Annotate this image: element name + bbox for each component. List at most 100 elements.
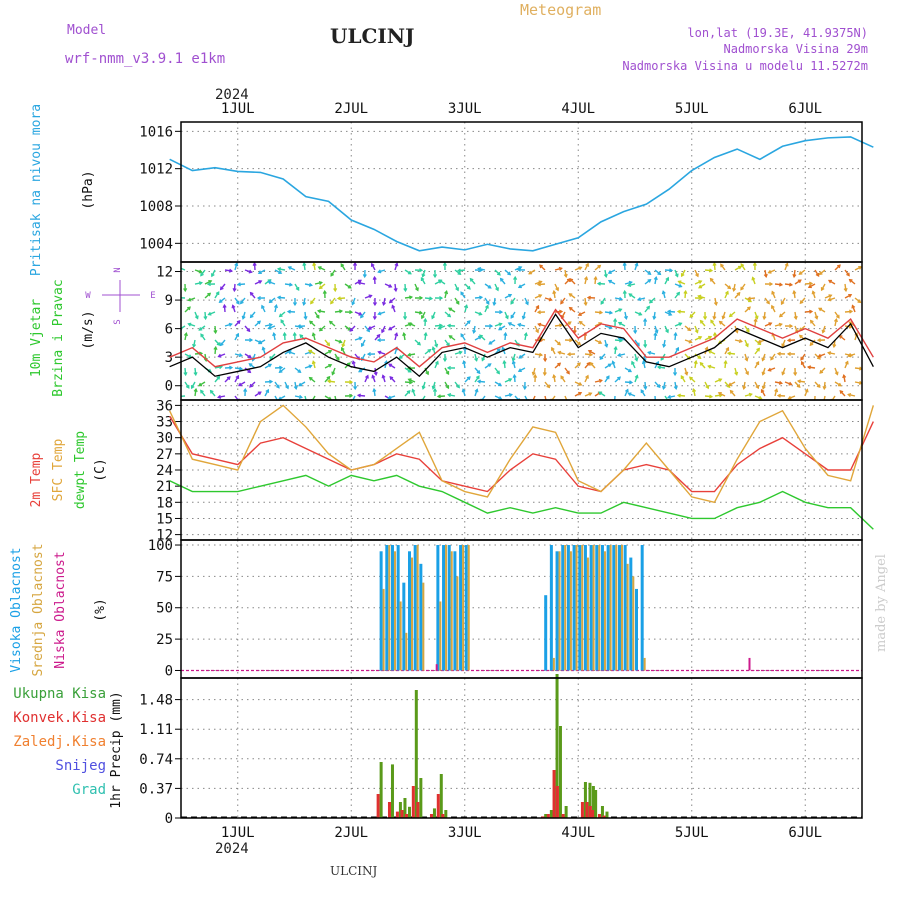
wind-barb (657, 366, 666, 369)
wind-barb-head (340, 346, 345, 351)
cloud-bar (467, 545, 470, 671)
wind-barb-head (213, 330, 218, 335)
cloud-bar (626, 563, 629, 671)
wind-barb (754, 381, 759, 389)
wind-barb-head (431, 385, 436, 390)
wind-barb-head (442, 358, 448, 363)
wind-barb-head (510, 314, 515, 319)
wind-barb (674, 332, 677, 341)
wind-barb-head (578, 320, 583, 325)
wind-barb-head (338, 339, 343, 344)
wind-barb-head (495, 287, 499, 292)
wind-barb-head (535, 304, 540, 309)
wind-barb (653, 311, 656, 320)
wind-barb-head (837, 264, 841, 269)
wind-barb (524, 395, 528, 400)
wind-barb-head (608, 325, 613, 330)
cloud-bar (447, 545, 451, 671)
wind-barb-head (419, 295, 424, 301)
wind-barb (294, 395, 302, 399)
wind-barb (484, 305, 489, 313)
precip-bar (405, 814, 408, 818)
precip-bar (414, 690, 418, 818)
y-tick-label: 21 (156, 479, 173, 495)
cloud-bar (549, 545, 553, 671)
wind-barb (558, 351, 566, 355)
wind-barb (680, 375, 686, 383)
wind-barb-head (376, 338, 381, 343)
wind-barb (654, 381, 661, 388)
wind-barb (774, 389, 778, 397)
wind-barb (354, 311, 362, 316)
cloud-bar (416, 545, 419, 671)
wind-barb (421, 395, 426, 400)
top-x-axis: 1JUL 2JUL 3JUL 4JUL 5JUL 6JUL (221, 101, 822, 117)
wind-barb-head (258, 280, 263, 284)
wind-barb-head (216, 394, 222, 399)
wind-barb-head (503, 331, 508, 336)
wind-barb-head (784, 262, 789, 267)
wind-barb (438, 279, 446, 285)
wind-barb-head (767, 269, 772, 274)
precip-bar (403, 798, 407, 818)
wind-barb-head (740, 263, 745, 268)
wind-barb (729, 390, 736, 397)
precip-bar (429, 814, 433, 818)
cloud-bar (442, 545, 446, 671)
wind-barb-head (836, 314, 840, 319)
wind-barb (614, 346, 617, 355)
wind-barb-head (267, 280, 272, 285)
wind-barb-head (349, 310, 354, 315)
wind-barb (488, 339, 496, 345)
wind-barb-head (523, 331, 528, 337)
wind-barb (662, 381, 666, 389)
wind-barb (464, 320, 471, 327)
wind-barb (699, 320, 706, 327)
wind-barb (654, 361, 659, 369)
wind-barb-head (827, 297, 832, 302)
wind-barb-head (236, 282, 241, 287)
wind-barb (324, 350, 332, 355)
wind-barb (631, 361, 636, 369)
wind-barb-head (272, 331, 277, 337)
wind-barb (754, 348, 760, 355)
wind-barb-head (316, 309, 322, 314)
wind-barb-head (760, 388, 765, 393)
wind-barb (420, 277, 426, 285)
wind-barb-head (727, 285, 732, 290)
wind-barb (454, 381, 460, 388)
wind-gust-line (169, 308, 874, 368)
y-tick-label: 1008 (139, 199, 173, 215)
wind-barb (447, 393, 456, 397)
wind-barb (584, 277, 588, 285)
wind-barb (794, 279, 802, 285)
wind-barb (528, 269, 536, 275)
wind-barb (822, 325, 826, 333)
wind-barb (732, 283, 736, 292)
wind-barb (264, 279, 272, 285)
wind-barb (604, 311, 613, 314)
cloud-bar (586, 557, 589, 671)
precip-bar (555, 786, 559, 818)
wind-barb-head (752, 262, 757, 266)
y-tick-label: 50 (156, 601, 173, 617)
wind-barb-head (769, 281, 774, 287)
wind-barb-head (442, 262, 447, 266)
wind-barb-head (207, 311, 212, 316)
cloud-bar (592, 545, 595, 671)
footer-station: ULCINJ (330, 864, 378, 878)
wind-barb-head (446, 365, 451, 371)
wind-barb (233, 283, 236, 292)
y-tick-label: 27 (156, 447, 173, 463)
wind-barb (318, 266, 326, 271)
precip-bar (549, 810, 553, 818)
wind-barb-head (542, 372, 547, 377)
wind-barb (624, 389, 629, 397)
precip-bar (552, 770, 556, 818)
wind-barb-head (421, 315, 425, 320)
wind-barb-head (820, 287, 825, 292)
wind-barb-head (848, 278, 853, 283)
wind-barb-head (481, 357, 486, 362)
wind-barb (628, 392, 636, 397)
wind-barb-head (349, 328, 354, 332)
